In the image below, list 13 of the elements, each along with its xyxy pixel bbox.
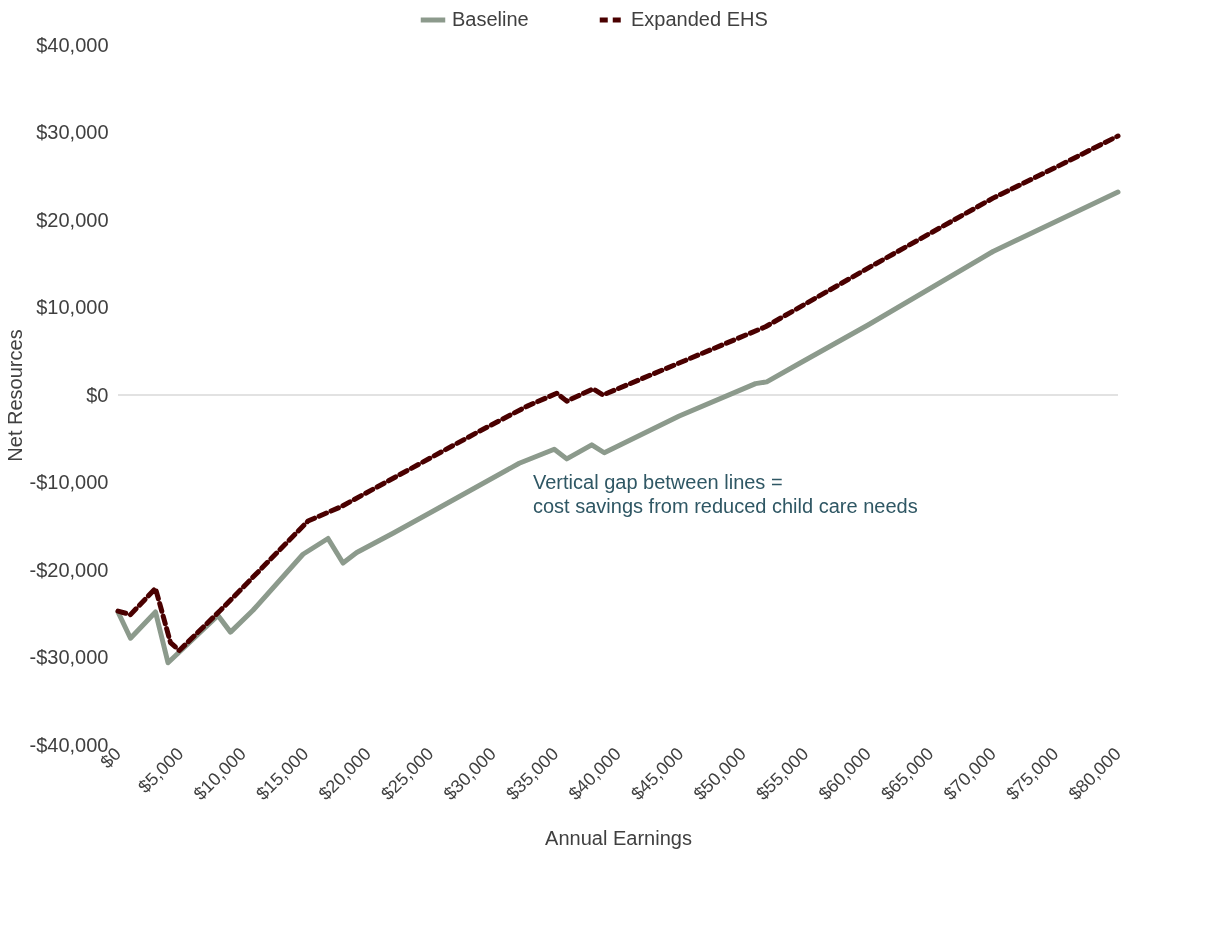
legend-label: Baseline	[452, 8, 529, 30]
y-tick-label: $10,000	[36, 296, 109, 318]
y-tick-label: -$20,000	[29, 558, 109, 581]
legend-label: Expanded EHS	[631, 8, 768, 30]
x-axis-title: Annual Earnings	[545, 826, 692, 849]
y-axis-title: Net Resources	[3, 329, 26, 462]
y-tick-label: $0	[86, 383, 109, 406]
y-tick-label: $20,000	[36, 208, 109, 231]
annotation: Vertical gap between lines = cost savings from reduced child care needs	[533, 471, 918, 517]
y-tick-label: $30,000	[36, 121, 109, 143]
y-tick-label: -$10,000	[29, 471, 109, 493]
y-tick-label: $40,000	[36, 33, 109, 56]
y-tick-label: -$30,000	[29, 646, 109, 668]
